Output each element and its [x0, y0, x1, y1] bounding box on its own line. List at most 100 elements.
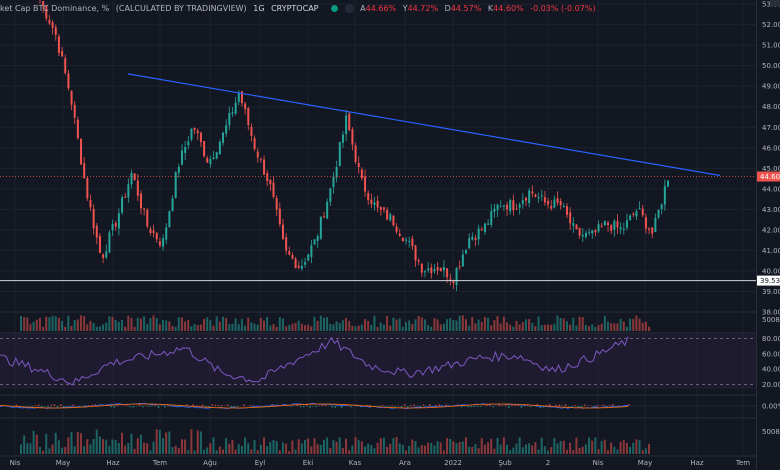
- volume2-bar: [565, 449, 568, 454]
- candle-body: [389, 214, 392, 221]
- volume-bar: [638, 318, 641, 331]
- volume-bar: [405, 322, 408, 331]
- macd-histogram-bar: [381, 405, 384, 406]
- volume2-bar: [543, 446, 546, 454]
- candle-body: [477, 228, 480, 240]
- volume2-bar: [174, 445, 177, 454]
- macd-histogram-bar: [230, 406, 232, 408]
- candle-body: [329, 188, 332, 202]
- candle-body: [591, 230, 594, 234]
- candle-body: [193, 127, 196, 130]
- volume-bar: [341, 320, 344, 331]
- symbol-title[interactable]: ket Cap BTC Dominance, %: [0, 4, 110, 13]
- candle-body: [584, 232, 587, 238]
- volume2-bar: [127, 442, 130, 454]
- macd-histogram-bar: [47, 406, 49, 408]
- macd-histogram-bar: [564, 404, 567, 406]
- candle-body: [424, 271, 427, 273]
- volume2-bar: [521, 447, 524, 454]
- volume-bar: [420, 317, 423, 331]
- macd-histogram-bar: [485, 404, 488, 406]
- volume-bar: [228, 324, 231, 331]
- macd-histogram-bar: [520, 406, 523, 408]
- volume2-bar: [584, 444, 587, 454]
- volume-bar: [180, 317, 183, 331]
- candle-body: [515, 208, 518, 210]
- volume2-bar: [613, 446, 616, 454]
- volume2-bar: [597, 449, 600, 454]
- volume-bar: [98, 326, 101, 331]
- volume2-bar: [629, 446, 632, 454]
- volume-bar: [177, 317, 180, 331]
- candle-body: [155, 232, 158, 240]
- macd-histogram-bar: [508, 406, 510, 408]
- candle-body: [158, 241, 161, 246]
- candle-body: [310, 245, 313, 257]
- macd-histogram-bar: [110, 406, 112, 408]
- volume-bar: [168, 321, 171, 331]
- volume-bar: [83, 316, 86, 331]
- candle-body: [67, 73, 70, 89]
- volume2-bar: [212, 437, 215, 454]
- volume2-bar: [294, 449, 297, 454]
- macd-histogram-bar: [321, 404, 324, 406]
- volume-bar: [209, 320, 212, 331]
- candle-body: [540, 195, 543, 197]
- volume2-bar: [641, 450, 644, 454]
- candle-body: [471, 236, 474, 240]
- time-axis-label: Tem: [152, 459, 167, 467]
- candle-body: [528, 190, 531, 204]
- price-axis[interactable]: [756, 0, 780, 470]
- volume2-bar: [382, 437, 385, 454]
- volume2-bar: [367, 443, 370, 454]
- macd-histogram-bar: [438, 404, 441, 406]
- volume-bar: [382, 324, 385, 331]
- candle-body: [345, 115, 348, 135]
- candle-body: [225, 125, 228, 134]
- volume-bar: [332, 324, 335, 331]
- close-value: 44.60%: [493, 4, 524, 13]
- macd-histogram-bar: [302, 406, 305, 408]
- volume2-bar: [376, 442, 379, 454]
- candle-body: [376, 200, 379, 208]
- macd-histogram-bar: [189, 406, 191, 408]
- volume2-bar: [461, 441, 464, 454]
- volume2-bar: [48, 448, 51, 454]
- candle-body: [360, 169, 363, 179]
- candle-body: [332, 176, 335, 188]
- volume2-bar: [332, 440, 335, 454]
- candle-body: [288, 251, 291, 255]
- volume-bar: [250, 322, 253, 331]
- volume2-bar: [363, 446, 366, 454]
- candle-body: [537, 197, 540, 199]
- exchange-label[interactable]: CRYPTOCAP: [271, 4, 319, 13]
- volume2-bar: [452, 441, 455, 454]
- candle-body: [610, 225, 613, 231]
- volume-bar: [351, 325, 354, 331]
- volume-bar: [521, 321, 524, 331]
- macd-histogram-bar: [113, 406, 116, 408]
- candle-body: [319, 216, 322, 239]
- macd-histogram-bar: [571, 406, 573, 407]
- candle-body: [401, 237, 404, 242]
- candle-body: [253, 138, 256, 150]
- macd-histogram-bar: [173, 405, 176, 406]
- visibility-icon[interactable]: [344, 4, 354, 13]
- volume2-bar: [606, 450, 609, 454]
- timeframe-label[interactable]: 1G: [253, 4, 265, 13]
- volume-bar: [304, 325, 307, 331]
- macd-histogram-bar: [164, 406, 166, 408]
- candle-body: [181, 150, 184, 165]
- corner-indicator: [770, 0, 780, 6]
- volume-bar: [272, 324, 275, 331]
- macd-histogram-bar: [195, 405, 198, 406]
- candle-body: [294, 258, 297, 269]
- volume2-bar: [423, 445, 426, 454]
- candle-body: [597, 224, 600, 232]
- candle-body: [127, 184, 130, 198]
- volume-bar: [446, 319, 449, 331]
- volume2-bar: [180, 439, 183, 454]
- volume2-bar: [433, 445, 436, 454]
